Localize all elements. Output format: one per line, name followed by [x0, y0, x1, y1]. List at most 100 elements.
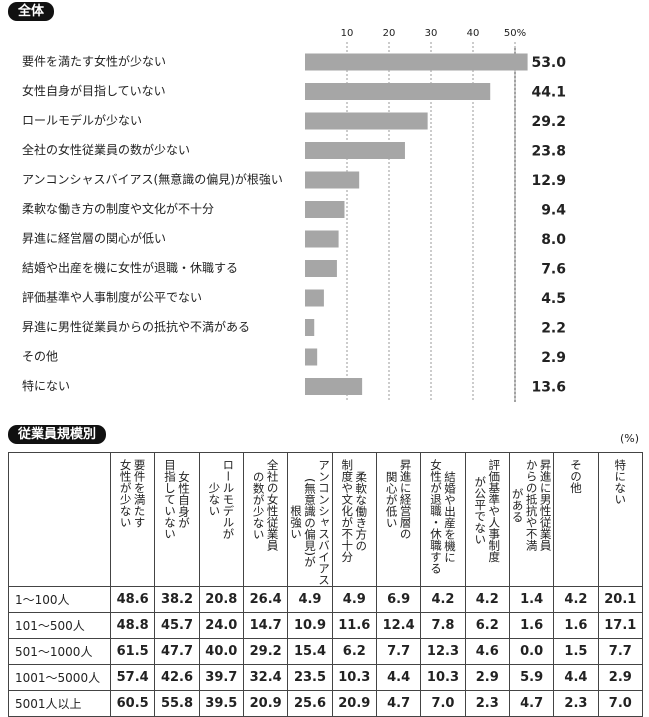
- table-cell: 4.9: [331, 585, 377, 613]
- header-cell: 評価基準や人事制度 が公平でない: [464, 452, 510, 587]
- header-row: 要件を満たす 女性が少ない 女性自身が 目指していない ロールモデルが 少ない 全社の…: [8, 452, 644, 587]
- table-cell: 11.6: [331, 611, 377, 639]
- header-text: 柔軟な働き方の 制度や文化が不十分: [340, 459, 369, 563]
- table-cell: 38.2: [154, 585, 200, 613]
- data-table: 要件を満たす 女性が少ない 女性自身が 目指していない ロールモデルが 少ない 全社の…: [8, 452, 644, 717]
- table-cell: 12.3: [420, 637, 466, 665]
- x-tick-label: 20: [383, 28, 396, 39]
- bar: [305, 319, 315, 336]
- bar: [305, 348, 318, 366]
- table-cell: 20.9: [242, 689, 289, 717]
- table-cell: 7.8: [420, 611, 466, 639]
- header-text: 女性自身が 目指していない: [162, 459, 191, 540]
- table-cell: 45.7: [154, 611, 200, 639]
- table-cell: 39.7: [198, 663, 244, 691]
- table-cell: 48.8: [109, 611, 156, 639]
- bar: [305, 260, 337, 277]
- bar: [305, 142, 405, 159]
- category-label: 昇進に男性従業員からの抵抗や不満がある: [22, 319, 250, 334]
- header-cell: アンコンシャスバイアス (無意識の偏見)が 根強い: [287, 452, 333, 587]
- table-cell: 23.5: [287, 663, 333, 691]
- table-cell: 4.7: [508, 689, 555, 717]
- category-label: 評価基準や人事制度が公平でない: [22, 290, 202, 305]
- table-cell: 1.5: [553, 637, 599, 665]
- bar: [305, 171, 360, 189]
- x-tick-label: 50%: [504, 28, 526, 39]
- table-cell: 61.5: [109, 637, 156, 665]
- table-cell: 2.9: [597, 663, 644, 691]
- page: 全体 10 20 30 40 50% 要件を満たす女性が少ない 53.0 女性自身が目指してい…: [8, 2, 644, 717]
- table-cell: 14.7: [242, 611, 289, 639]
- unit-label: (%): [619, 432, 639, 445]
- bar: [305, 201, 345, 218]
- table-cell: 2.9: [464, 663, 510, 691]
- category-label: 女性自身が目指していない: [22, 83, 166, 98]
- table-cell: 29.2: [242, 637, 289, 665]
- table-cell: 4.4: [553, 663, 599, 691]
- header-cell: 結婚や出産を機に 女性が退職・休職する: [420, 452, 466, 587]
- table-cell: 20.1: [597, 585, 644, 613]
- table-cell: 40.0: [198, 637, 244, 665]
- header-text: 評価基準や人事制度 が公平でない: [473, 459, 502, 563]
- header-cell: 特にない: [597, 452, 644, 587]
- table-cell: 7.0: [597, 689, 644, 717]
- table-cell: 39.5: [198, 689, 244, 717]
- bar: [305, 230, 339, 248]
- table-body: 1～100人 48.6 38.2 20.8 26.4 4.9 4.9 6.9 4.2 4.2 1.4…: [8, 585, 644, 717]
- value-label: 2.2: [541, 321, 566, 337]
- header-cell: 昇進に男性従業員 からの抵抗や不満 がある: [508, 452, 555, 587]
- corner-cell: [8, 452, 111, 587]
- table-row: 1～100人 48.6 38.2 20.8 26.4 4.9 4.9 6.9 4.2 4.2 1.4…: [8, 585, 644, 613]
- header-text: 結婚や出産を機に 女性が退職・休職する: [428, 459, 457, 574]
- header-cell: 要件を満たす 女性が少ない: [109, 452, 156, 587]
- header-text: 昇進に経営層の 関心が低い: [384, 459, 413, 540]
- header-text: その他: [568, 459, 583, 494]
- category-label: 柔軟な働き方の制度や文化が不十分: [22, 201, 214, 216]
- table-cell: 6.2: [331, 637, 377, 665]
- category-label: その他: [22, 350, 58, 364]
- table-cell: 10.3: [420, 663, 466, 691]
- category-label: 要件を満たす女性が少ない: [22, 54, 166, 69]
- table-cell: 4.4: [375, 663, 422, 691]
- bar: [305, 53, 528, 71]
- value-label: 8.0: [541, 232, 566, 248]
- table-cell: 4.6: [464, 637, 510, 665]
- value-label: 53.0: [531, 55, 566, 71]
- table-cell: 4.2: [420, 585, 466, 613]
- table-cell: 42.6: [154, 663, 200, 691]
- category-label: 結婚や出産を機に女性が退職・休職する: [22, 260, 238, 275]
- value-label: 13.6: [531, 380, 566, 396]
- category-label: 全社の女性従業員の数が少ない: [22, 142, 190, 157]
- table-cell: 5.9: [508, 663, 555, 691]
- category-label: 特にない: [22, 378, 70, 393]
- bar: [305, 289, 324, 307]
- table-cell: 7.7: [375, 637, 422, 665]
- value-label: 7.6: [541, 262, 566, 278]
- row-label: 101～500人: [8, 611, 111, 639]
- header-cell: 柔軟な働き方の 制度や文化が不十分: [331, 452, 377, 587]
- table-row: 5001人以上 60.5 55.8 39.5 20.9 25.6 20.9 4.7 7.0 2.3…: [8, 689, 644, 717]
- header-text: 特にない: [613, 459, 628, 505]
- table-cell: 10.3: [331, 663, 377, 691]
- category-label: ロールモデルが少ない: [22, 113, 142, 128]
- table-cell: 24.0: [198, 611, 244, 639]
- table-row: 1001～5000人 57.4 42.6 39.7 32.4 23.5 10.3 4.4 10.…: [8, 663, 644, 691]
- table-cell: 20.8: [198, 585, 244, 613]
- table-cell: 2.3: [553, 689, 599, 717]
- table-cell: 17.1: [597, 611, 644, 639]
- table-cell: 12.4: [375, 611, 422, 639]
- table-cell: 4.2: [553, 585, 599, 613]
- table-cell: 4.2: [464, 585, 510, 613]
- table-cell: 1.6: [553, 611, 599, 639]
- table-cell: 7.0: [420, 689, 466, 717]
- table-cell: 48.6: [109, 585, 156, 613]
- table-cell: 6.9: [375, 585, 422, 613]
- table-cell: 0.0: [508, 637, 555, 665]
- table-cell: 2.3: [464, 689, 510, 717]
- table-cell: 32.4: [242, 663, 289, 691]
- table-cell: 60.5: [109, 689, 156, 717]
- table-cell: 26.4: [242, 585, 289, 613]
- table-cell: 25.6: [287, 689, 333, 717]
- header-text: アンコンシャスバイアス (無意識の偏見)が 根強い: [288, 459, 331, 586]
- header-cell: ロールモデルが 少ない: [198, 452, 244, 587]
